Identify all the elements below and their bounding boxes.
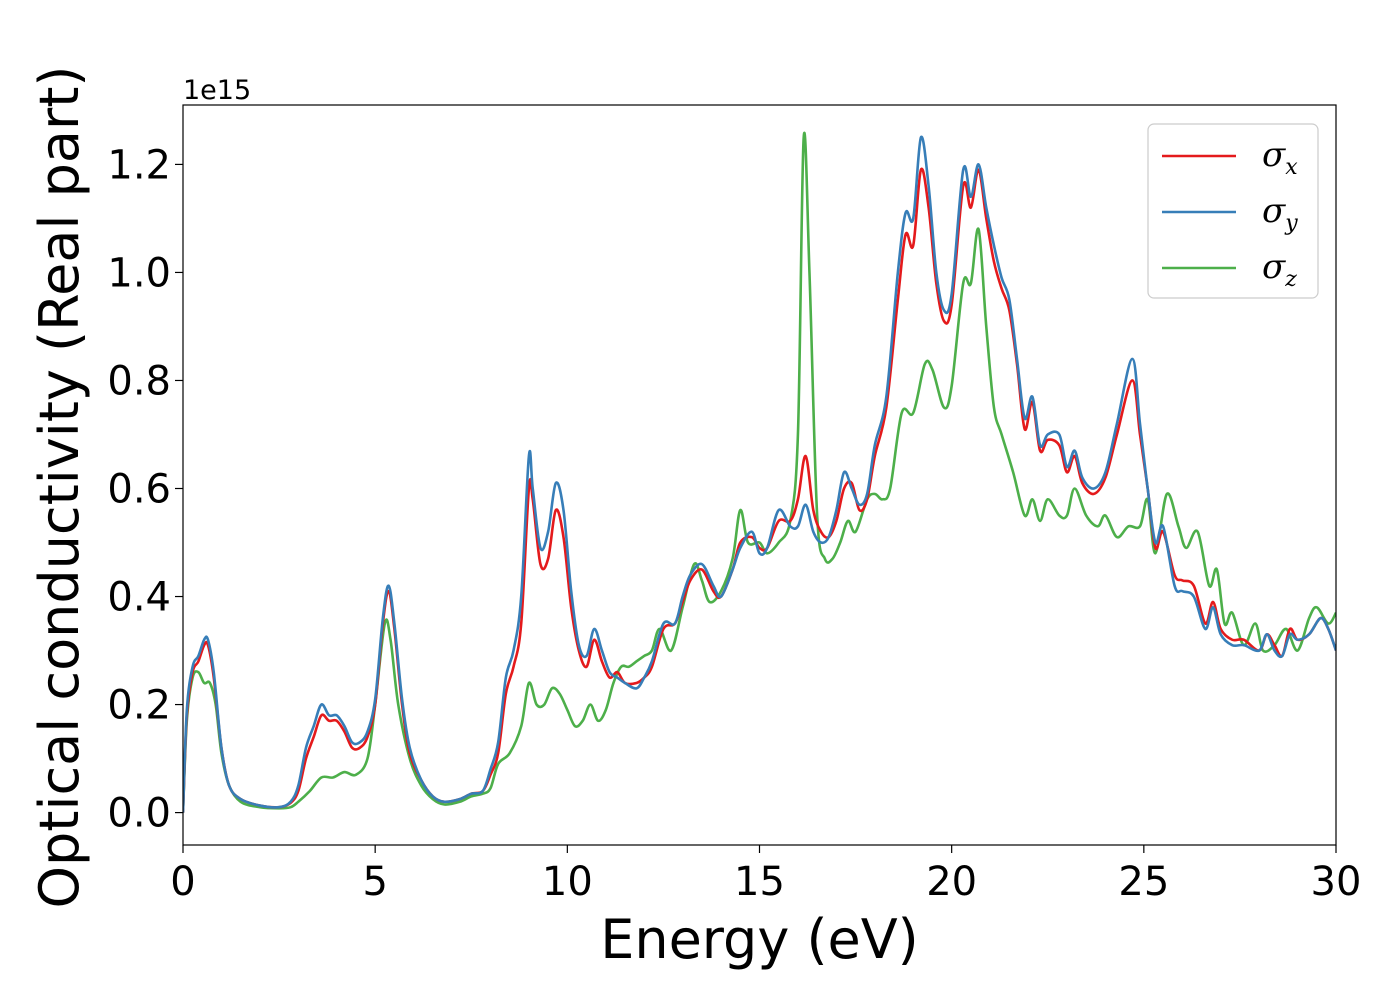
x-tick-label: 25 (1118, 859, 1169, 905)
x-axis: 0 5 10 15 20 25 30 (170, 845, 1361, 905)
y-tick-label: 0.8 (107, 358, 171, 404)
x-tick-label: 0 (170, 859, 195, 905)
y-offset-label: 1e15 (183, 75, 251, 106)
legend-label-sigma-z: σz (1262, 247, 1297, 292)
x-tick-label: 30 (1311, 859, 1362, 905)
series-line-sigma-y (183, 135, 1336, 813)
y-tick-label: 0.6 (107, 467, 171, 513)
legend: σx σy σz (1147, 123, 1319, 299)
x-axis-title: Energy (eV) (600, 908, 919, 971)
x-tick-label: 15 (734, 859, 785, 905)
legend-label-sigma-x: σx (1262, 135, 1298, 180)
y-tick-label: 1.2 (107, 142, 171, 188)
y-tick-label: 1.0 (107, 250, 171, 296)
y-tick-label: 0.0 (107, 791, 171, 837)
legend-label-sigma-y: σy (1262, 191, 1298, 236)
y-tick-label: 0.4 (107, 575, 171, 621)
y-tick-label: 0.2 (107, 683, 171, 729)
x-tick-label: 5 (362, 859, 387, 905)
x-tick-label: 10 (542, 859, 593, 905)
series-line-sigma-z (183, 131, 1336, 813)
y-axis: 0.0 0.2 0.4 0.6 0.8 1.0 1.2 (107, 142, 183, 837)
y-axis-title: Optical conductivity (Real part) (28, 66, 91, 909)
x-tick-label: 20 (926, 859, 977, 905)
series-layer (183, 131, 1336, 813)
series-line-sigma-x (183, 167, 1336, 813)
